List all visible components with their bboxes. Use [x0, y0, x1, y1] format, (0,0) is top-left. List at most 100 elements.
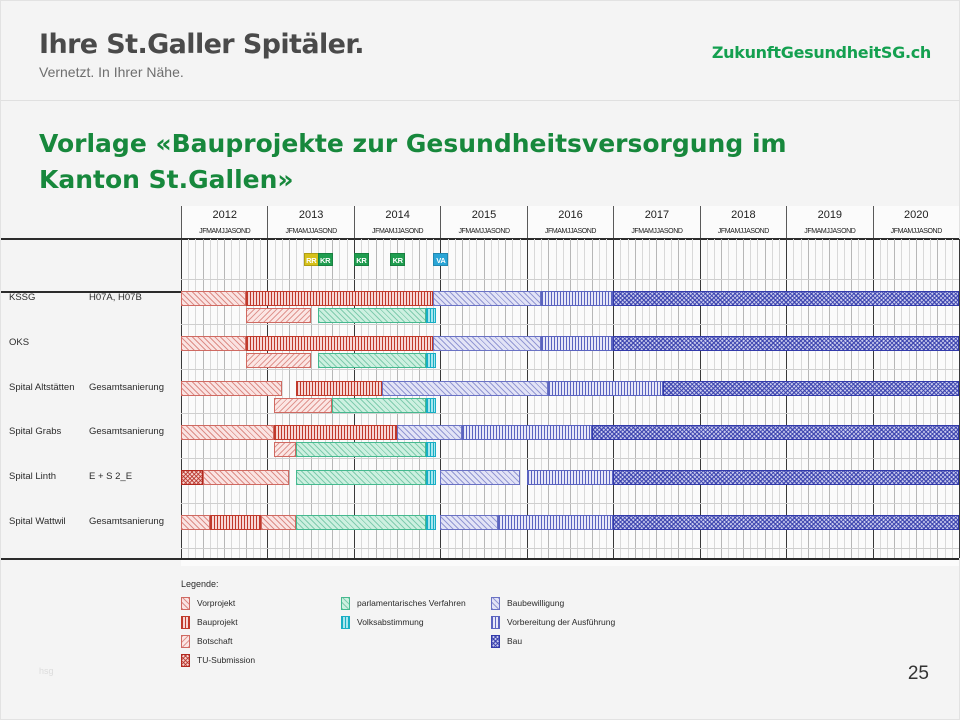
gantt-bar-bau[interactable]	[613, 470, 959, 486]
month-labels-2015: JFMAMJJASOND	[440, 226, 526, 238]
gantt-bar-vorprojekt[interactable]	[181, 515, 210, 530]
gantt-bar-vorber[interactable]	[461, 425, 592, 441]
gantt-bar-bauprojekt[interactable]	[274, 425, 398, 441]
row-detail: Gesamtsanierung	[89, 381, 164, 393]
gantt-bar-vorprojekt[interactable]	[202, 470, 290, 486]
milestone-marker-va-4[interactable]: VA	[433, 253, 449, 266]
gridline-v	[224, 239, 226, 558]
gridline-v	[714, 239, 716, 558]
row-detail: Gesamtsanierung	[89, 426, 164, 438]
gantt-bar-bauprojekt[interactable]	[245, 291, 434, 306]
gantt-bar-bauprojekt[interactable]	[245, 335, 434, 351]
gridline-h	[181, 413, 959, 415]
row-label-spital-linth: Spital Linth E + S 2_E	[9, 471, 181, 485]
legend-label: parlamentarisches Verfahren	[357, 598, 466, 608]
brand-block: Ihre St.Galler Spitäler. Vernetzt. In Ih…	[39, 31, 364, 79]
year-label-2016: 2016	[526, 206, 613, 226]
gantt-bar-botschaft[interactable]	[245, 352, 311, 368]
gantt-bar-bau[interactable]	[613, 291, 959, 306]
month-labels-2012: JFMAMJJASOND	[181, 226, 267, 238]
gantt-bar-vorprojekt[interactable]	[260, 515, 296, 530]
gridline-h	[181, 547, 959, 549]
gantt-grid: 2012 2013 2014 2015 2016 2017 2018 2019 2020 JFM…	[1, 206, 960, 566]
gantt-bar-bauprojekt[interactable]	[295, 380, 383, 396]
gridline-v	[778, 239, 780, 558]
gantt-bar-bewill[interactable]	[433, 335, 542, 351]
gantt-bar-parl[interactable]	[317, 308, 426, 323]
gantt-bar-parl[interactable]	[295, 470, 426, 486]
gridline-v	[505, 239, 507, 558]
year-label-2018: 2018	[699, 206, 786, 226]
gantt-bar-bewill[interactable]	[382, 380, 549, 396]
gantt-bar-parl[interactable]	[295, 515, 426, 530]
gantt-bar-volks[interactable]	[425, 352, 436, 368]
gantt-bar-vorprojekt[interactable]	[181, 380, 283, 396]
gridline-v	[901, 239, 903, 558]
gantt-bar-volks[interactable]	[425, 397, 436, 413]
gridline-v	[519, 239, 521, 558]
gridline-h	[181, 279, 959, 280]
milestone-marker-kr-3[interactable]: KR	[390, 253, 406, 266]
gantt-bar-volks[interactable]	[425, 442, 436, 458]
month-axis: JFMAMJJASOND JFMAMJJASOND JFMAMJJASOND JFMA…	[181, 226, 959, 238]
gantt-bar-bauprojekt[interactable]	[209, 515, 261, 530]
milestone-marker-kr-1[interactable]: KR	[317, 253, 333, 266]
gridline-v	[188, 239, 190, 558]
gantt-bar-bewill[interactable]	[433, 291, 542, 306]
gridline-v	[541, 239, 543, 558]
gridline-v	[526, 239, 528, 558]
gridline-v	[678, 239, 680, 558]
year-label-2014: 2014	[353, 206, 440, 226]
gantt-bar-vorprojekt[interactable]	[181, 335, 246, 351]
gridline-v	[512, 239, 514, 558]
year-label-2012: 2012	[181, 206, 267, 226]
gantt-bar-bau[interactable]	[663, 380, 959, 396]
milestone-marker-rr-0[interactable]: RR	[303, 253, 319, 266]
gantt-bar-volks[interactable]	[425, 515, 436, 530]
month-labels-2014: JFMAMJJASOND	[353, 226, 440, 238]
gantt-bar-parl[interactable]	[317, 352, 426, 368]
month-labels-2019: JFMAMJJASOND	[786, 226, 872, 238]
gridline-v	[497, 239, 499, 558]
gantt-bar-parl[interactable]	[332, 397, 426, 413]
gridline-v	[195, 239, 197, 558]
gantt-bar-vorber[interactable]	[548, 380, 664, 396]
gantt-bar-vorber[interactable]	[498, 515, 614, 530]
gantt-bar-bewill[interactable]	[397, 425, 462, 441]
gantt-bar-volks[interactable]	[425, 308, 436, 323]
gridline-v	[656, 239, 658, 558]
gridline-v	[202, 239, 204, 558]
gridline-v	[461, 239, 463, 558]
legend-swatch-bau	[491, 635, 500, 648]
legend: Legende: Vorprojekt Bauprojekt Botschaft TU…	[181, 579, 741, 674]
gantt-bar-tu[interactable]	[181, 470, 203, 486]
gantt-bar-vorber[interactable]	[526, 470, 614, 486]
legend-swatch-bauprojekt	[181, 616, 190, 629]
gridline-v	[886, 239, 888, 558]
gantt-bar-botschaft[interactable]	[245, 308, 311, 323]
gridline-v	[858, 239, 860, 558]
legend-label: TU-Submission	[197, 655, 256, 665]
gantt-bar-vorber[interactable]	[541, 291, 614, 306]
gridline-v	[764, 239, 766, 558]
gantt-bar-vorber[interactable]	[541, 335, 614, 351]
gantt-bar-bau[interactable]	[613, 515, 959, 530]
gantt-bar-bewill[interactable]	[440, 515, 499, 530]
gridline-v	[771, 239, 773, 558]
gantt-bar-parl[interactable]	[295, 442, 426, 458]
gantt-bar-vorprojekt[interactable]	[181, 425, 275, 441]
gantt-plot-area: RR KR KR KR VA	[181, 239, 960, 558]
milestone-marker-kr-2[interactable]: KR	[353, 253, 369, 266]
gantt-bar-bewill[interactable]	[440, 470, 520, 486]
gantt-bar-botschaft[interactable]	[274, 397, 333, 413]
gridline-v	[469, 239, 471, 558]
gantt-bar-bau[interactable]	[591, 425, 959, 441]
gantt-bar-volks[interactable]	[425, 470, 436, 486]
gridline-v	[209, 239, 211, 558]
gridline-v	[642, 239, 644, 558]
gantt-bar-botschaft[interactable]	[274, 442, 296, 458]
gantt-bar-vorprojekt[interactable]	[181, 291, 246, 306]
month-labels-2020: JFMAMJJASOND	[872, 226, 959, 238]
gantt-bar-bau[interactable]	[613, 335, 959, 351]
legend-title: Legende:	[181, 579, 219, 589]
